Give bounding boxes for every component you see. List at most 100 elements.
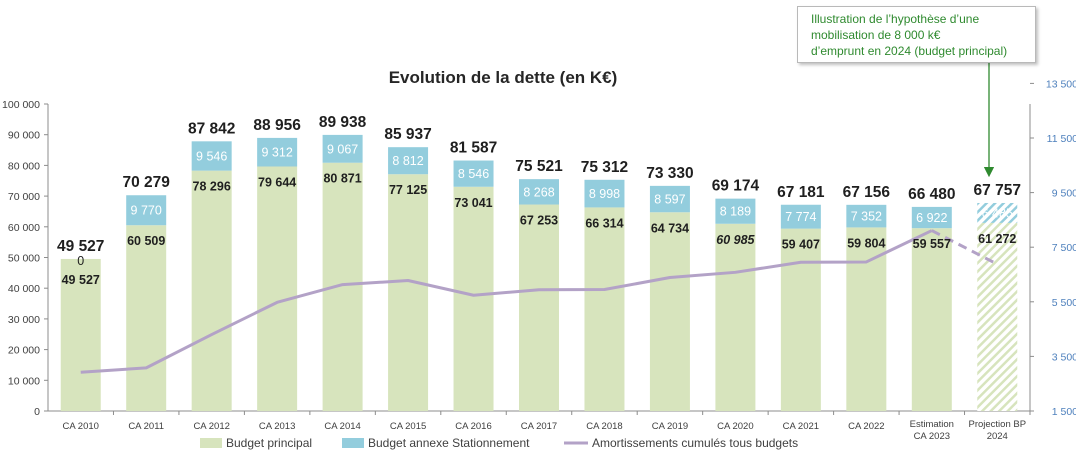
data-label-total: 88 956 [253, 117, 301, 134]
data-label-budget-annexe: 9 770 [131, 204, 162, 218]
bar-budget-principal [60, 258, 101, 411]
x-tick-label: CA 2014 [324, 421, 360, 432]
data-label-budget-annexe: 8 597 [654, 193, 685, 207]
bar-budget-annexe [715, 198, 756, 224]
y-tick-label: 90 000 [8, 130, 40, 142]
bar-budget-principal [715, 223, 756, 411]
data-label-total: 81 587 [450, 140, 497, 157]
data-label-budget-principal: 78 296 [193, 180, 231, 194]
y2-tick-label: 3 500 [1052, 351, 1076, 363]
data-label-budget-annexe: 9 312 [261, 146, 292, 160]
bar-budget-principal [649, 212, 690, 411]
bar-budget-annexe [191, 141, 232, 171]
x-tick-label: CA 2015 [390, 421, 426, 432]
bar-budget-annexe [584, 179, 625, 208]
data-label-budget-principal: 79 644 [258, 175, 296, 189]
data-label-budget-annexe: 6 485 [982, 206, 1013, 220]
bar-budget-principal [519, 204, 559, 411]
data-label-budget-annexe: 8 812 [392, 154, 423, 168]
annotation-line: Illustration de l’hypothèse d’une [811, 12, 980, 26]
y-tick-label: 40 000 [8, 283, 40, 295]
x-tick-label: CA 2018 [586, 421, 622, 432]
data-label-budget-annexe: 8 998 [589, 187, 620, 201]
x-tick-label: 2024 [987, 431, 1008, 442]
x-tick-label: CA 2017 [521, 421, 557, 432]
bar-budget-principal [846, 227, 887, 411]
data-label-budget-principal: 59 407 [782, 238, 820, 252]
y-tick-label: 60 000 [8, 222, 40, 234]
y-tick-label: 100 000 [2, 99, 40, 111]
line-amortissements [80, 229, 933, 374]
legend-label-budget-principal: Budget principal [226, 436, 312, 450]
data-label-budget-annexe: 6 922 [916, 211, 947, 225]
bar-budget-annexe [846, 204, 887, 228]
legend-swatch-budget-annexe [342, 438, 364, 448]
data-label-total: 87 842 [188, 120, 235, 137]
data-label-budget-principal: 66 314 [585, 216, 623, 230]
y-tick-label: 20 000 [8, 345, 40, 357]
bar-budget-principal [584, 207, 625, 411]
x-tick-label: Estimation [910, 419, 954, 430]
data-label-total: 69 174 [712, 178, 760, 195]
data-label-total: 67 181 [777, 184, 825, 201]
bar-budget-annexe [519, 179, 559, 205]
bar-budget-principal [257, 166, 298, 411]
y-tick-label: 30 000 [8, 314, 40, 326]
x-tick-label: CA 2016 [455, 421, 491, 432]
bar-budget-principal [911, 228, 952, 411]
data-label-budget-annexe: 7 774 [785, 210, 816, 224]
bar-budget-principal [191, 170, 232, 411]
data-label-total: 66 480 [908, 186, 955, 203]
line-amortissements-projection [931, 229, 998, 266]
y2-tick-label: 1 500 [1052, 406, 1076, 418]
data-label-budget-annexe: 7 352 [851, 210, 882, 224]
bar-budget-annexe [780, 204, 821, 229]
data-label-budget-annexe: 0 [77, 254, 84, 268]
x-tick-label: CA 2019 [652, 421, 688, 432]
data-label-budget-annexe: 8 268 [523, 185, 554, 199]
data-label-budget-principal: 61 272 [978, 232, 1016, 246]
annotation-line: d’emprunt en 2024 (budget principal) [811, 44, 1008, 58]
data-label-budget-principal: 60 509 [127, 234, 165, 248]
annotation-callout: Illustration de l’hypothèse d’une mobili… [797, 6, 1036, 63]
y2-tick-label: 11 500 [1047, 133, 1076, 145]
bar-budget-annexe [911, 206, 952, 229]
y2-tick-label: 9 500 [1052, 188, 1076, 200]
x-tick-label: CA 2023 [914, 431, 950, 442]
data-label-budget-annexe: 8 189 [720, 205, 751, 219]
data-label-total: 75 312 [581, 159, 628, 176]
data-label-budget-principal: 60 985 [716, 233, 755, 247]
bar-budget-principal [780, 228, 821, 411]
data-label-total: 73 330 [646, 165, 693, 182]
x-tick-label: CA 2010 [63, 421, 99, 432]
bar-budget-principal [453, 186, 494, 411]
y-tick-label: 10 000 [8, 375, 40, 387]
bar-budget-annexe [649, 185, 690, 213]
chart-legend: Budget principal Budget annexe Stationnem… [200, 436, 798, 450]
data-label-budget-annexe: 8 546 [458, 167, 489, 181]
x-tick-label: CA 2021 [783, 421, 819, 432]
bar-budget-annexe [126, 195, 167, 226]
data-label-total: 85 937 [384, 126, 431, 143]
y-tick-label: 50 000 [8, 253, 40, 265]
chart-title: Evolution de la dette (en K€) [389, 68, 618, 87]
x-tick-label: CA 2012 [193, 421, 229, 432]
legend-label-amortissements: Amortissements cumulés tous budgets [592, 436, 798, 450]
data-label-budget-principal: 77 125 [389, 183, 427, 197]
x-tick-label: CA 2011 [128, 421, 164, 432]
bar-budget-annexe [453, 160, 494, 187]
x-tick-label: Projection BP [968, 419, 1026, 430]
legend-swatch-budget-principal [200, 438, 222, 448]
x-tick-label: CA 2020 [717, 421, 753, 432]
data-label-total: 75 521 [515, 158, 563, 175]
y2-tick-label: 5 500 [1052, 297, 1076, 309]
bar-budget-principal [388, 174, 429, 411]
bar-budget-annexe [322, 134, 363, 163]
data-label-budget-principal: 80 871 [323, 172, 361, 186]
data-label-budget-principal: 49 527 [62, 273, 100, 287]
data-label-budget-principal: 59 804 [847, 236, 885, 250]
data-label-budget-annexe: 9 067 [327, 142, 358, 156]
y2-tick-label: 7 500 [1052, 242, 1076, 254]
bar-budget-annexe [388, 147, 429, 175]
